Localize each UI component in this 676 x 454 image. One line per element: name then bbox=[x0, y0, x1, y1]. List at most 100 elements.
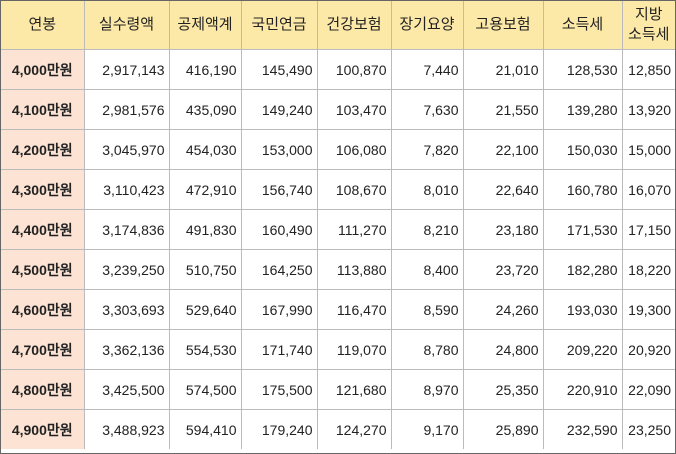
net-pay-cell: 3,362,136 bbox=[83, 329, 170, 370]
header-row: 연봉 실수령액 공제액계 국민연금 건강보험 장기요양 고용보험 소득세 지방 … bbox=[1, 1, 675, 50]
income-tax-cell: 160,780 bbox=[542, 169, 623, 210]
salary-cell: 4,300만원 bbox=[1, 169, 85, 210]
national-pension-cell: 156,740 bbox=[240, 169, 318, 210]
long-term-care-cell: 8,970 bbox=[390, 369, 464, 410]
health-insurance-cell: 111,270 bbox=[316, 209, 392, 250]
health-insurance-cell: 103,470 bbox=[316, 89, 392, 130]
national-pension-cell: 145,490 bbox=[240, 49, 318, 90]
table-row: 4,900만원 3,488,923 594,410 179,240 124,270 9,1… bbox=[1, 409, 675, 449]
employment-insurance-cell: 25,890 bbox=[462, 409, 544, 449]
income-tax-cell: 171,530 bbox=[542, 209, 623, 250]
header-net-pay: 실수령액 bbox=[83, 1, 170, 50]
salary-cell: 4,500만원 bbox=[1, 249, 85, 290]
employment-insurance-cell: 23,180 bbox=[462, 209, 544, 250]
employment-insurance-cell: 24,800 bbox=[462, 329, 544, 370]
long-term-care-cell: 7,820 bbox=[390, 129, 464, 170]
table-row: 4,600만원 3,303,693 529,640 167,990 116,470 8,5… bbox=[1, 289, 675, 330]
header-income-tax: 소득세 bbox=[542, 1, 623, 50]
income-tax-cell: 139,280 bbox=[542, 89, 623, 130]
table-row: 4,800만원 3,425,500 574,500 175,500 121,680 8,9… bbox=[1, 369, 675, 410]
total-deduction-cell: 594,410 bbox=[168, 409, 242, 449]
net-pay-cell: 3,425,500 bbox=[83, 369, 170, 410]
health-insurance-cell: 124,270 bbox=[316, 409, 392, 449]
header-employment-insurance: 고용보험 bbox=[462, 1, 544, 50]
national-pension-cell: 160,490 bbox=[240, 209, 318, 250]
health-insurance-cell: 113,880 bbox=[316, 249, 392, 290]
net-pay-cell: 3,174,836 bbox=[83, 209, 170, 250]
health-insurance-cell: 106,080 bbox=[316, 129, 392, 170]
salary-cell: 4,600만원 bbox=[1, 289, 85, 330]
total-deduction-cell: 491,830 bbox=[168, 209, 242, 250]
health-insurance-cell: 100,870 bbox=[316, 49, 392, 90]
employment-insurance-cell: 21,010 bbox=[462, 49, 544, 90]
local-income-tax-cell: 18,220 bbox=[621, 249, 675, 290]
local-income-tax-cell: 20,920 bbox=[621, 329, 675, 370]
health-insurance-cell: 108,670 bbox=[316, 169, 392, 210]
total-deduction-cell: 454,030 bbox=[168, 129, 242, 170]
long-term-care-cell: 8,010 bbox=[390, 169, 464, 210]
salary-cell: 4,000만원 bbox=[1, 49, 85, 90]
table-body: 4,000만원 2,917,143 416,190 145,490 100,870 7,4… bbox=[1, 49, 675, 449]
table-row: 4,000만원 2,917,143 416,190 145,490 100,870 7,4… bbox=[1, 49, 675, 90]
net-pay-cell: 2,981,576 bbox=[83, 89, 170, 130]
long-term-care-cell: 8,400 bbox=[390, 249, 464, 290]
health-insurance-cell: 119,070 bbox=[316, 329, 392, 370]
national-pension-cell: 153,000 bbox=[240, 129, 318, 170]
income-tax-cell: 220,910 bbox=[542, 369, 623, 410]
header-national-pension: 국민연금 bbox=[240, 1, 318, 50]
table-header: 연봉 실수령액 공제액계 국민연금 건강보험 장기요양 고용보험 소득세 지방 … bbox=[1, 1, 675, 50]
total-deduction-cell: 435,090 bbox=[168, 89, 242, 130]
header-local-income-tax: 지방 소득세 bbox=[621, 1, 675, 50]
national-pension-cell: 171,740 bbox=[240, 329, 318, 370]
employment-insurance-cell: 22,640 bbox=[462, 169, 544, 210]
health-insurance-cell: 116,470 bbox=[316, 289, 392, 330]
local-income-tax-cell: 23,250 bbox=[621, 409, 675, 449]
income-tax-cell: 232,590 bbox=[542, 409, 623, 449]
income-tax-cell: 193,030 bbox=[542, 289, 623, 330]
header-long-term-care: 장기요양 bbox=[390, 1, 464, 50]
net-pay-cell: 2,917,143 bbox=[83, 49, 170, 90]
local-income-tax-cell: 15,000 bbox=[621, 129, 675, 170]
employment-insurance-cell: 25,350 bbox=[462, 369, 544, 410]
header-health-insurance: 건강보험 bbox=[316, 1, 392, 50]
local-income-tax-cell: 22,090 bbox=[621, 369, 675, 410]
salary-cell: 4,200만원 bbox=[1, 129, 85, 170]
income-tax-cell: 209,220 bbox=[542, 329, 623, 370]
employment-insurance-cell: 22,100 bbox=[462, 129, 544, 170]
employment-insurance-cell: 23,720 bbox=[462, 249, 544, 290]
header-annual-salary: 연봉 bbox=[1, 1, 85, 50]
local-income-tax-cell: 16,070 bbox=[621, 169, 675, 210]
salary-cell: 4,900만원 bbox=[1, 409, 85, 449]
long-term-care-cell: 8,590 bbox=[390, 289, 464, 330]
total-deduction-cell: 554,530 bbox=[168, 329, 242, 370]
employment-insurance-cell: 24,260 bbox=[462, 289, 544, 330]
total-deduction-cell: 510,750 bbox=[168, 249, 242, 290]
net-pay-cell: 3,488,923 bbox=[83, 409, 170, 449]
long-term-care-cell: 8,780 bbox=[390, 329, 464, 370]
total-deduction-cell: 416,190 bbox=[168, 49, 242, 90]
long-term-care-cell: 9,170 bbox=[390, 409, 464, 449]
net-pay-cell: 3,303,693 bbox=[83, 289, 170, 330]
table-row: 4,100만원 2,981,576 435,090 149,240 103,470 7,6… bbox=[1, 89, 675, 130]
table-row: 4,300만원 3,110,423 472,910 156,740 108,670 8,0… bbox=[1, 169, 675, 210]
table-row: 4,400만원 3,174,836 491,830 160,490 111,270 8,2… bbox=[1, 209, 675, 250]
total-deduction-cell: 574,500 bbox=[168, 369, 242, 410]
income-tax-cell: 128,530 bbox=[542, 49, 623, 90]
total-deduction-cell: 529,640 bbox=[168, 289, 242, 330]
salary-cell: 4,400만원 bbox=[1, 209, 85, 250]
national-pension-cell: 149,240 bbox=[240, 89, 318, 130]
header-total-deduction: 공제액계 bbox=[168, 1, 242, 50]
employment-insurance-cell: 21,550 bbox=[462, 89, 544, 130]
income-tax-cell: 182,280 bbox=[542, 249, 623, 290]
local-income-tax-cell: 17,150 bbox=[621, 209, 675, 250]
table-row: 4,200만원 3,045,970 454,030 153,000 106,080 7,8… bbox=[1, 129, 675, 170]
net-pay-cell: 3,239,250 bbox=[83, 249, 170, 290]
long-term-care-cell: 7,440 bbox=[390, 49, 464, 90]
total-deduction-cell: 472,910 bbox=[168, 169, 242, 210]
table-row: 4,700만원 3,362,136 554,530 171,740 119,070 8,7… bbox=[1, 329, 675, 370]
national-pension-cell: 179,240 bbox=[240, 409, 318, 449]
health-insurance-cell: 121,680 bbox=[316, 369, 392, 410]
local-income-tax-cell: 13,920 bbox=[621, 89, 675, 130]
